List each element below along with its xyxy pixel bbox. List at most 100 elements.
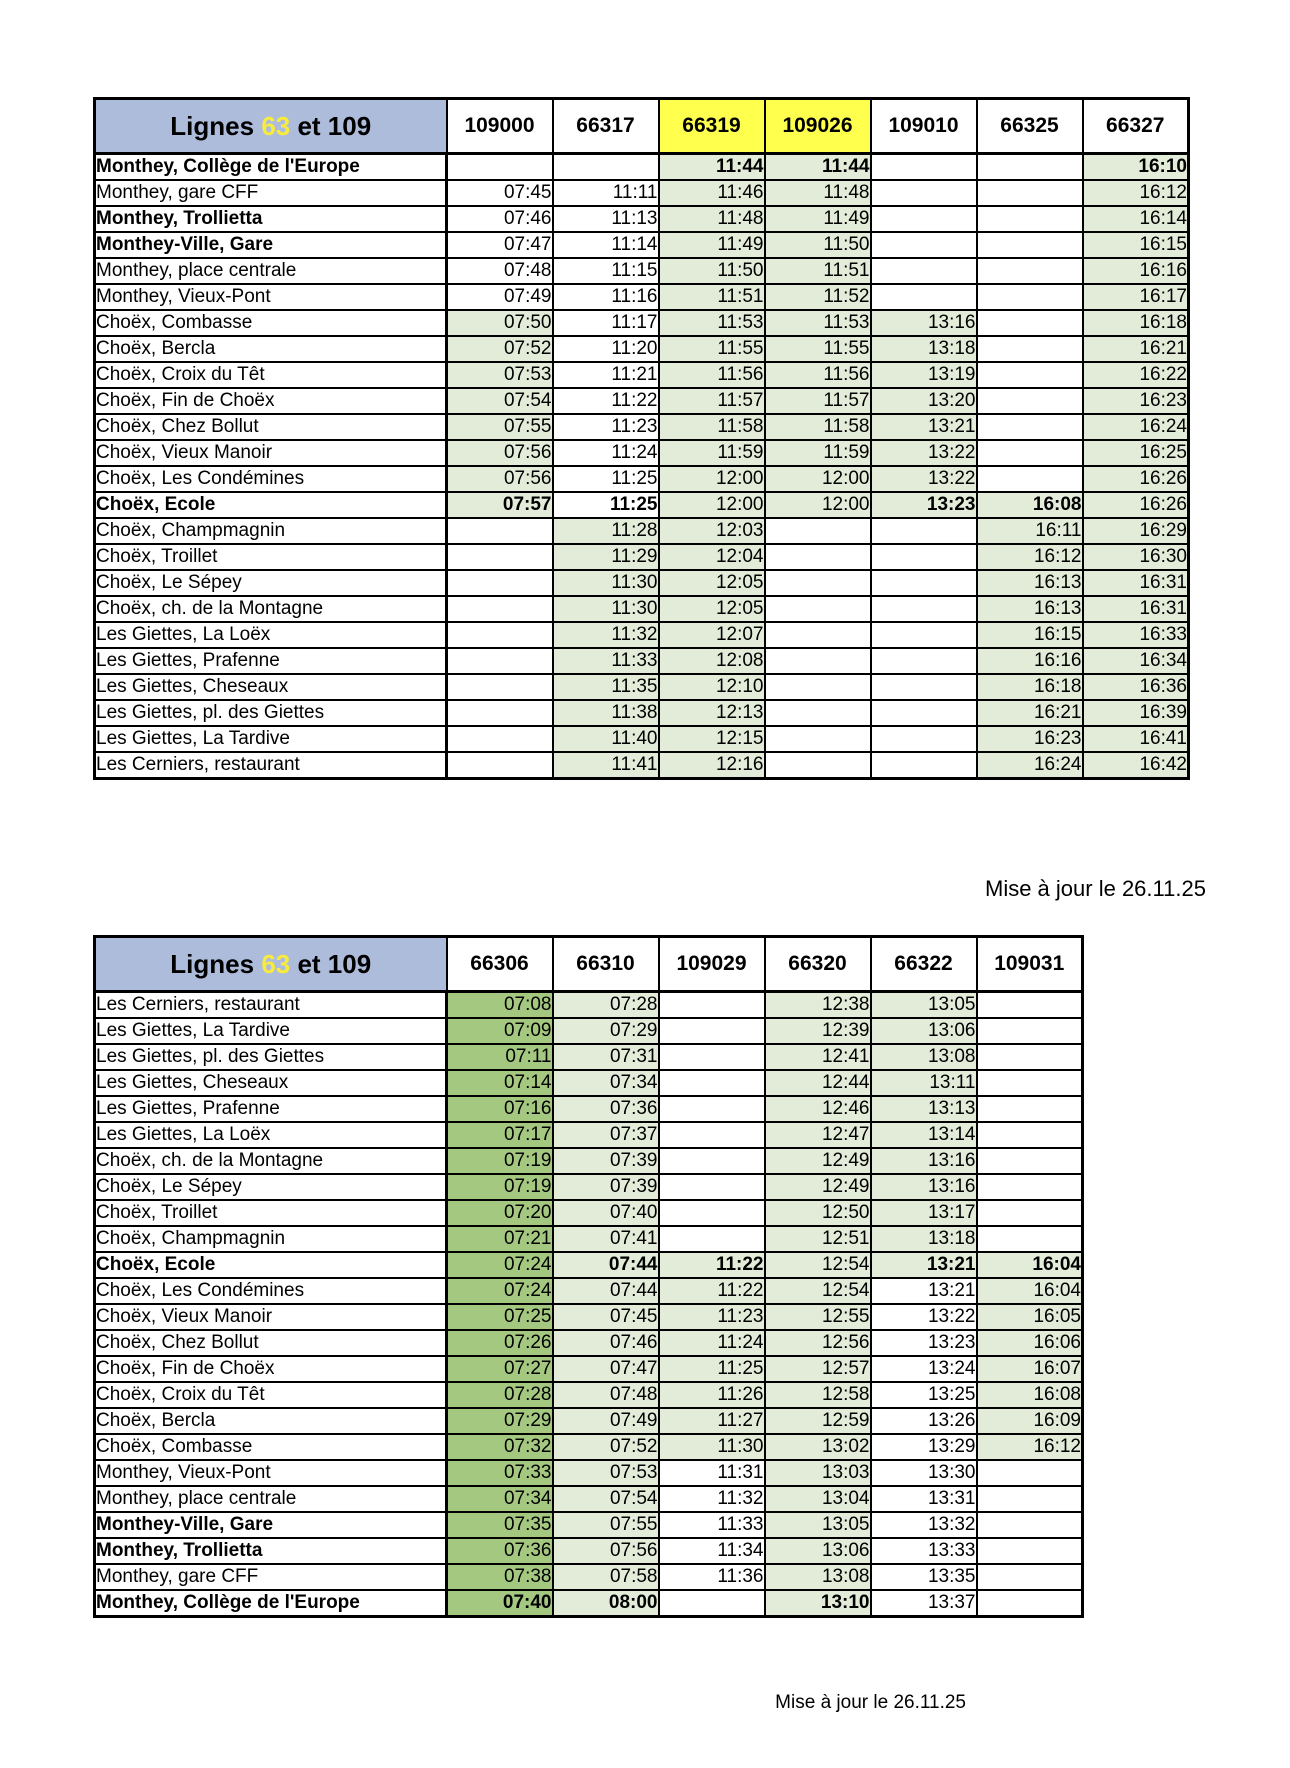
time-cell: 11:22 xyxy=(551,387,660,415)
time-cell: 16:22 xyxy=(1081,361,1190,389)
time-cell xyxy=(445,647,554,675)
time-cell: 11:25 xyxy=(551,465,660,493)
stop-name: Les Giettes, Prafenne xyxy=(93,647,448,675)
column-header-109000: 109000 xyxy=(445,97,554,155)
time-cell: 13:22 xyxy=(869,1303,978,1331)
stop-row: Choëx, Vieux Manoir 07:56 11:24 11:59 11:59 1… xyxy=(93,439,1190,467)
time-cell: 11:32 xyxy=(551,621,660,649)
time-cell: 11:46 xyxy=(657,179,766,207)
time-cell: 13:11 xyxy=(869,1069,978,1097)
time-cell: 13:21 xyxy=(869,413,978,441)
column-header-66322: 66322 xyxy=(869,935,978,993)
time-cell: 07:25 xyxy=(445,1303,554,1331)
time-cell xyxy=(869,725,978,753)
time-cell xyxy=(869,673,978,701)
column-header-109031: 109031 xyxy=(975,935,1084,993)
time-cell: 11:59 xyxy=(657,439,766,467)
time-cell: 07:46 xyxy=(551,1329,660,1357)
time-cell: 11:57 xyxy=(657,387,766,415)
time-cell xyxy=(975,231,1084,259)
time-cell: 12:10 xyxy=(657,673,766,701)
stop-row: Choëx, Croix du Têt 07:28 07:48 11:26 12:58 1… xyxy=(93,1381,1084,1409)
stop-name: Choëx, Bercla xyxy=(93,1407,448,1435)
stop-name: Les Giettes, pl. des Giettes xyxy=(93,699,448,727)
stop-name: Monthey-Ville, Gare xyxy=(93,231,448,259)
time-cell: 07:36 xyxy=(445,1537,554,1565)
stop-row: Les Giettes, pl. des Giettes 11:38 12:13 16… xyxy=(93,699,1190,727)
stop-row: Choëx, Chez Bollut 07:26 07:46 11:24 12:56 13… xyxy=(93,1329,1084,1357)
time-cell: 07:48 xyxy=(445,257,554,285)
time-cell: 07:29 xyxy=(445,1407,554,1435)
time-cell: 13:17 xyxy=(869,1199,978,1227)
time-cell: 07:52 xyxy=(445,335,554,363)
time-cell: 16:10 xyxy=(1081,152,1190,181)
time-cell: 11:57 xyxy=(763,387,872,415)
time-cell: 11:15 xyxy=(551,257,660,285)
stop-name: Choëx, Fin de Choëx xyxy=(93,387,448,415)
time-cell: 13:31 xyxy=(869,1485,978,1513)
time-cell: 11:48 xyxy=(763,179,872,207)
stop-row: Choëx, Combasse 07:32 07:52 11:30 13:02 13:29… xyxy=(93,1433,1084,1461)
time-cell: 12:00 xyxy=(763,465,872,493)
stop-row: Choëx, Les Condémines 07:56 11:25 12:00 12:0… xyxy=(93,465,1190,493)
stop-row: Monthey, place centrale 07:48 11:15 11:50 11… xyxy=(93,257,1190,285)
time-cell: 11:50 xyxy=(763,231,872,259)
stop-name: Les Giettes, pl. des Giettes xyxy=(93,1043,448,1071)
column-header-109026: 109026 xyxy=(763,97,872,155)
time-cell: 11:59 xyxy=(763,439,872,467)
stop-name: Choëx, Croix du Têt xyxy=(93,361,448,389)
time-cell: 12:00 xyxy=(657,465,766,493)
time-cell: 07:41 xyxy=(551,1225,660,1253)
time-cell: 07:33 xyxy=(445,1459,554,1487)
time-cell: 11:27 xyxy=(657,1407,766,1435)
table-title: Lignes 63 et 109 xyxy=(93,97,448,155)
time-cell: 07:17 xyxy=(445,1121,554,1149)
time-cell: 07:28 xyxy=(445,1381,554,1409)
time-cell: 16:41 xyxy=(1081,725,1190,753)
time-cell: 11:33 xyxy=(657,1511,766,1539)
time-cell: 11:56 xyxy=(657,361,766,389)
stop-row: Choëx, Troillet 07:20 07:40 12:50 13:17 xyxy=(93,1199,1084,1227)
time-cell: 11:31 xyxy=(657,1459,766,1487)
time-cell: 11:50 xyxy=(657,257,766,285)
time-cell xyxy=(975,283,1084,311)
stop-name: Les Cerniers, restaurant xyxy=(93,990,448,1019)
time-cell xyxy=(657,1017,766,1045)
time-cell: 16:07 xyxy=(975,1355,1084,1383)
stop-row: Monthey, gare CFF 07:45 11:11 11:46 11:48 16:… xyxy=(93,179,1190,207)
column-header-66306: 66306 xyxy=(445,935,554,993)
time-cell xyxy=(763,699,872,727)
time-cell: 16:08 xyxy=(975,1381,1084,1409)
stop-row: Monthey, Trollietta 07:36 07:56 11:34 13:06 1… xyxy=(93,1537,1084,1565)
time-cell: 07:14 xyxy=(445,1069,554,1097)
stop-row: Les Giettes, Prafenne 11:33 12:08 16:16 16:3… xyxy=(93,647,1190,675)
time-cell: 11:33 xyxy=(551,647,660,675)
time-cell: 12:54 xyxy=(763,1251,872,1279)
time-cell xyxy=(975,205,1084,233)
time-cell: 13:21 xyxy=(869,1277,978,1305)
time-cell xyxy=(869,257,978,285)
time-cell: 13:06 xyxy=(763,1537,872,1565)
time-cell xyxy=(975,152,1084,181)
time-cell: 11:34 xyxy=(657,1537,766,1565)
time-cell xyxy=(975,1017,1084,1045)
time-cell: 07:45 xyxy=(445,179,554,207)
time-cell: 11:41 xyxy=(551,751,660,780)
stop-row: Choëx, Ecole 07:24 07:44 11:22 12:54 13:21 16:… xyxy=(93,1251,1084,1279)
time-cell xyxy=(975,1589,1084,1618)
time-cell: 11:30 xyxy=(551,569,660,597)
stop-name: Monthey, Collège de l'Europe xyxy=(93,1589,448,1618)
time-cell xyxy=(763,517,872,545)
time-cell: 12:51 xyxy=(763,1225,872,1253)
time-cell xyxy=(551,152,660,181)
stop-name: Les Giettes, Cheseaux xyxy=(93,673,448,701)
time-cell: 13:23 xyxy=(869,491,978,519)
time-cell: 07:48 xyxy=(551,1381,660,1409)
time-cell: 16:05 xyxy=(975,1303,1084,1331)
stop-name: Les Giettes, La Loëx xyxy=(93,1121,448,1149)
stop-row: Choëx, Combasse 07:50 11:17 11:53 11:53 13:16… xyxy=(93,309,1190,337)
time-cell: 12:44 xyxy=(763,1069,872,1097)
time-cell xyxy=(869,569,978,597)
time-cell: 11:53 xyxy=(657,309,766,337)
time-cell: 07:47 xyxy=(445,231,554,259)
